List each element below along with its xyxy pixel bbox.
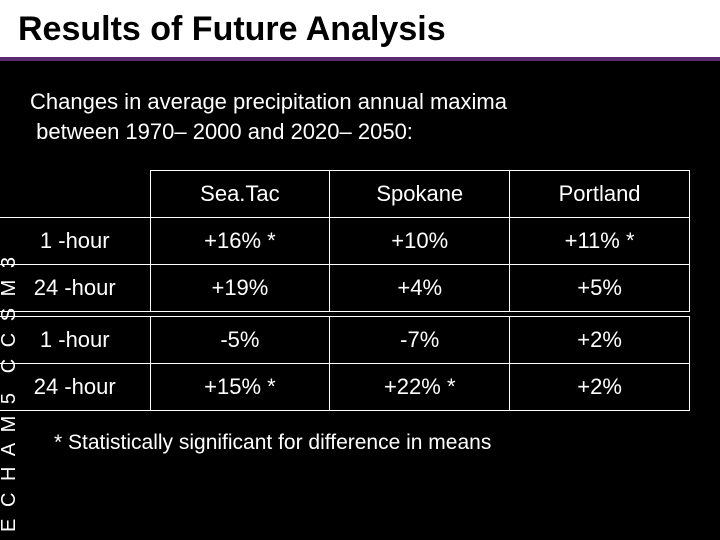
col-header: Spokane (330, 171, 510, 218)
results-table: Sea.Tac Spokane Portland 1 -hour +16% * … (0, 170, 690, 411)
cell: +16% * (150, 218, 330, 265)
row-label: 1 -hour (0, 218, 150, 265)
page-title: Results of Future Analysis (18, 10, 702, 49)
table-row: 1 -hour -5% -7% +2% (0, 317, 690, 364)
table-header-row: Sea.Tac Spokane Portland (0, 171, 690, 218)
cell: -7% (330, 317, 510, 364)
cell: +4% (330, 265, 510, 312)
footnote: * Statistically significant for differen… (0, 411, 720, 455)
col-header: Portland (510, 171, 690, 218)
model2-label: E C H A M 5 (0, 390, 21, 532)
table-row: 1 -hour +16% * +10% +11% * (0, 218, 690, 265)
cell: +19% (150, 265, 330, 312)
col-header: Sea.Tac (150, 171, 330, 218)
subtitle-line2: between 1970– 2000 and 2020– 2050: (36, 119, 413, 144)
cell: +22% * (330, 364, 510, 411)
subtitle-line1: Changes in average precipitation annual … (30, 89, 507, 114)
cell: +5% (510, 265, 690, 312)
row-label: 24 -hour (0, 265, 150, 312)
cell: +2% (510, 364, 690, 411)
table-container: C C S M 3 E C H A M 5 Sea.Tac Spokane Po… (0, 158, 720, 411)
row-label: 24 -hour (0, 364, 150, 411)
cell: +15% * (150, 364, 330, 411)
row-label: 1 -hour (0, 317, 150, 364)
cell: +10% (330, 218, 510, 265)
title-bar: Results of Future Analysis (0, 0, 720, 61)
blank-corner (0, 171, 150, 218)
model1-label: C C S M 3 (0, 254, 21, 373)
cell: +2% (510, 317, 690, 364)
table-row: 24 -hour +15% * +22% * +2% (0, 364, 690, 411)
cell: +11% * (510, 218, 690, 265)
cell: -5% (150, 317, 330, 364)
table-row: 24 -hour +19% +4% +5% (0, 265, 690, 312)
subtitle: Changes in average precipitation annual … (0, 61, 720, 158)
